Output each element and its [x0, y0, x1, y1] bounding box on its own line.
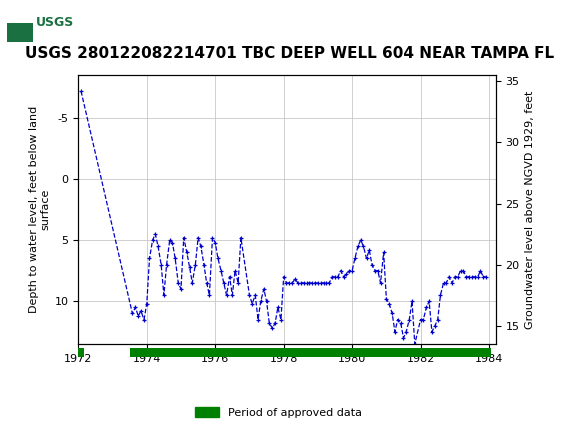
Text: USGS 280122082214701 TBC DEEP WELL 604 NEAR TAMPA FL: USGS 280122082214701 TBC DEEP WELL 604 N…	[26, 46, 554, 61]
Y-axis label: Groundwater level above NGVD 1929, feet: Groundwater level above NGVD 1929, feet	[525, 90, 535, 329]
Bar	[130, 348, 491, 357]
Bar	[7, 22, 33, 42]
Bar	[7, 3, 33, 22]
Legend: Period of approved data: Period of approved data	[190, 403, 367, 422]
Y-axis label: Depth to water level, feet below land
surface: Depth to water level, feet below land su…	[29, 106, 50, 313]
Text: USGS: USGS	[36, 16, 74, 29]
Bar	[78, 348, 84, 357]
FancyBboxPatch shape	[7, 3, 65, 42]
